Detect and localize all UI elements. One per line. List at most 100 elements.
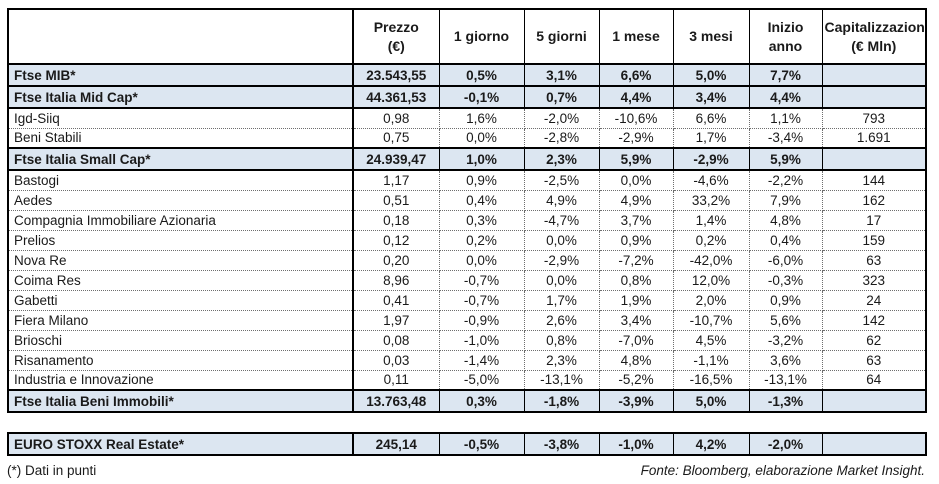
- value-cell: 1,1%: [748, 107, 823, 129]
- value-cell: -1,4%: [438, 349, 525, 371]
- value-cell: 1.691: [821, 127, 927, 149]
- column-header-2: 1 giorno: [438, 8, 525, 65]
- value-cell: 0,7%: [523, 85, 600, 109]
- value-cell: 0,08: [352, 329, 440, 351]
- value-cell: -2,5%: [523, 169, 600, 191]
- row-label-cell: Coima Res: [7, 269, 354, 291]
- value-cell: 24: [821, 289, 927, 311]
- value-cell: 793: [821, 107, 927, 129]
- footer: (*) Dati in punti Fonte: Bloomberg, elab…: [7, 463, 925, 478]
- value-cell: 1,9%: [598, 289, 674, 311]
- column-header-7: Capitalizzazione (€ Mln): [821, 8, 927, 65]
- value-cell: 1,97: [352, 309, 440, 331]
- value-cell: 0,51: [352, 189, 440, 211]
- footnote-points: (*) Dati in punti: [7, 463, 97, 478]
- value-cell: -3,4%: [748, 127, 823, 149]
- value-cell: 12,0%: [672, 269, 750, 291]
- value-cell: 3,4%: [598, 309, 674, 331]
- value-cell: 63: [821, 249, 927, 271]
- row-label-cell: Ftse MIB*: [7, 63, 354, 87]
- value-cell: 4,9%: [598, 189, 674, 211]
- euro-stoxx-table-body: EURO STOXX Real Estate* 245,14 -0,5% -3,8% -…: [7, 432, 927, 456]
- value-cell: 4,5%: [672, 329, 750, 351]
- row-label-cell: Industria e Innovazione: [7, 369, 354, 391]
- value-cell: 0,0%: [438, 127, 525, 149]
- value-cell: -5,0%: [438, 369, 525, 391]
- column-header-3: 5 giorni: [523, 8, 600, 65]
- value-cell: 2,0%: [672, 289, 750, 311]
- value-cell: -13,1%: [523, 369, 600, 391]
- value-cell: 0,5%: [438, 63, 525, 87]
- value-cell: -3,9%: [598, 389, 674, 413]
- value-cell: -2,2%: [748, 169, 823, 191]
- value-cell: [821, 85, 927, 109]
- row-label-cell: Risanamento: [7, 349, 354, 371]
- value-cell: -0,9%: [438, 309, 525, 331]
- row-label-cell: Brioschi: [7, 329, 354, 351]
- value-cell: -0,7%: [438, 269, 525, 291]
- table-row: Igd-Siiq 0,98 1,6% -2,0% -10,6% 6,6% 1,1% 793: [7, 107, 927, 129]
- row-label-cell: EURO STOXX Real Estate*: [7, 432, 354, 456]
- row-label-cell: Bastogi: [7, 169, 354, 191]
- value-cell: 0,75: [352, 127, 440, 149]
- value-cell: -16,5%: [672, 369, 750, 391]
- value-cell: -10,7%: [672, 309, 750, 331]
- value-cell: 4,9%: [523, 189, 600, 211]
- value-cell: -1,0%: [598, 432, 674, 456]
- value-cell: 0,9%: [438, 169, 525, 191]
- row-label-cell: Ftse Italia Small Cap*: [7, 147, 354, 171]
- value-cell: -7,2%: [598, 249, 674, 271]
- value-cell: 0,20: [352, 249, 440, 271]
- table-row: Ftse Italia Beni Immobili* 13.763,48 0,3% -…: [7, 389, 927, 413]
- value-cell: -0,5%: [438, 432, 525, 456]
- value-cell: 0,11: [352, 369, 440, 391]
- value-cell: 23.543,55: [352, 63, 440, 87]
- value-cell: 1,7%: [523, 289, 600, 311]
- value-cell: -1,1%: [672, 349, 750, 371]
- value-cell: 142: [821, 309, 927, 331]
- value-cell: 24.939,47: [352, 147, 440, 171]
- value-cell: 162: [821, 189, 927, 211]
- column-header-6: Inizio anno: [748, 8, 823, 65]
- value-cell: 6,6%: [598, 63, 674, 87]
- value-cell: -2,9%: [598, 127, 674, 149]
- value-cell: 3,4%: [672, 85, 750, 109]
- value-cell: 0,8%: [598, 269, 674, 291]
- table-row: Compagnia Immobiliare Azionaria 0,18 0,3% -…: [7, 209, 927, 231]
- value-cell: -10,6%: [598, 107, 674, 129]
- value-cell: 0,9%: [748, 289, 823, 311]
- value-cell: 13.763,48: [352, 389, 440, 413]
- value-cell: -2,9%: [672, 147, 750, 171]
- row-label-cell: Nova Re: [7, 249, 354, 271]
- value-cell: 4,2%: [672, 432, 750, 456]
- value-cell: 3,7%: [598, 209, 674, 231]
- value-cell: 8,96: [352, 269, 440, 291]
- value-cell: -2,9%: [523, 249, 600, 271]
- row-label-cell: Gabetti: [7, 289, 354, 311]
- row-label-cell: Ftse Italia Mid Cap*: [7, 85, 354, 109]
- value-cell: 159: [821, 229, 927, 251]
- value-cell: 0,03: [352, 349, 440, 371]
- value-cell: 3,1%: [523, 63, 600, 87]
- table-row: Brioschi 0,08 -1,0% 0,8% -7,0% 4,5% -3,2% 62: [7, 329, 927, 351]
- value-cell: 0,3%: [438, 389, 525, 413]
- value-cell: 5,9%: [748, 147, 823, 171]
- value-cell: -7,0%: [598, 329, 674, 351]
- table-row: Ftse Italia Small Cap* 24.939,47 1,0% 2,3% 5…: [7, 147, 927, 171]
- value-cell: 44.361,53: [352, 85, 440, 109]
- table-row: Aedes 0,51 0,4% 4,9% 4,9% 33,2% 7,9% 162: [7, 189, 927, 211]
- row-label-cell: Igd-Siiq: [7, 107, 354, 129]
- value-cell: [821, 147, 927, 171]
- source-note: Fonte: Bloomberg, elaborazione Market In…: [640, 463, 925, 478]
- table-row: EURO STOXX Real Estate* 245,14 -0,5% -3,8% -…: [7, 432, 927, 456]
- value-cell: 0,18: [352, 209, 440, 231]
- value-cell: -1,8%: [523, 389, 600, 413]
- table-row: Risanamento 0,03 -1,4% 2,3% 4,8% -1,1% 3,6% 63: [7, 349, 927, 371]
- value-cell: 0,0%: [523, 229, 600, 251]
- value-cell: 7,7%: [748, 63, 823, 87]
- value-cell: -3,8%: [523, 432, 600, 456]
- value-cell: 5,0%: [672, 389, 750, 413]
- table-row: Fiera Milano 1,97 -0,9% 2,6% 3,4% -10,7% 5,6% 1…: [7, 309, 927, 331]
- euro-stoxx-table: EURO STOXX Real Estate* 245,14 -0,5% -3,8% -…: [7, 432, 927, 456]
- table-row: Prelios 0,12 0,2% 0,0% 0,9% 0,2% 0,4% 159: [7, 229, 927, 251]
